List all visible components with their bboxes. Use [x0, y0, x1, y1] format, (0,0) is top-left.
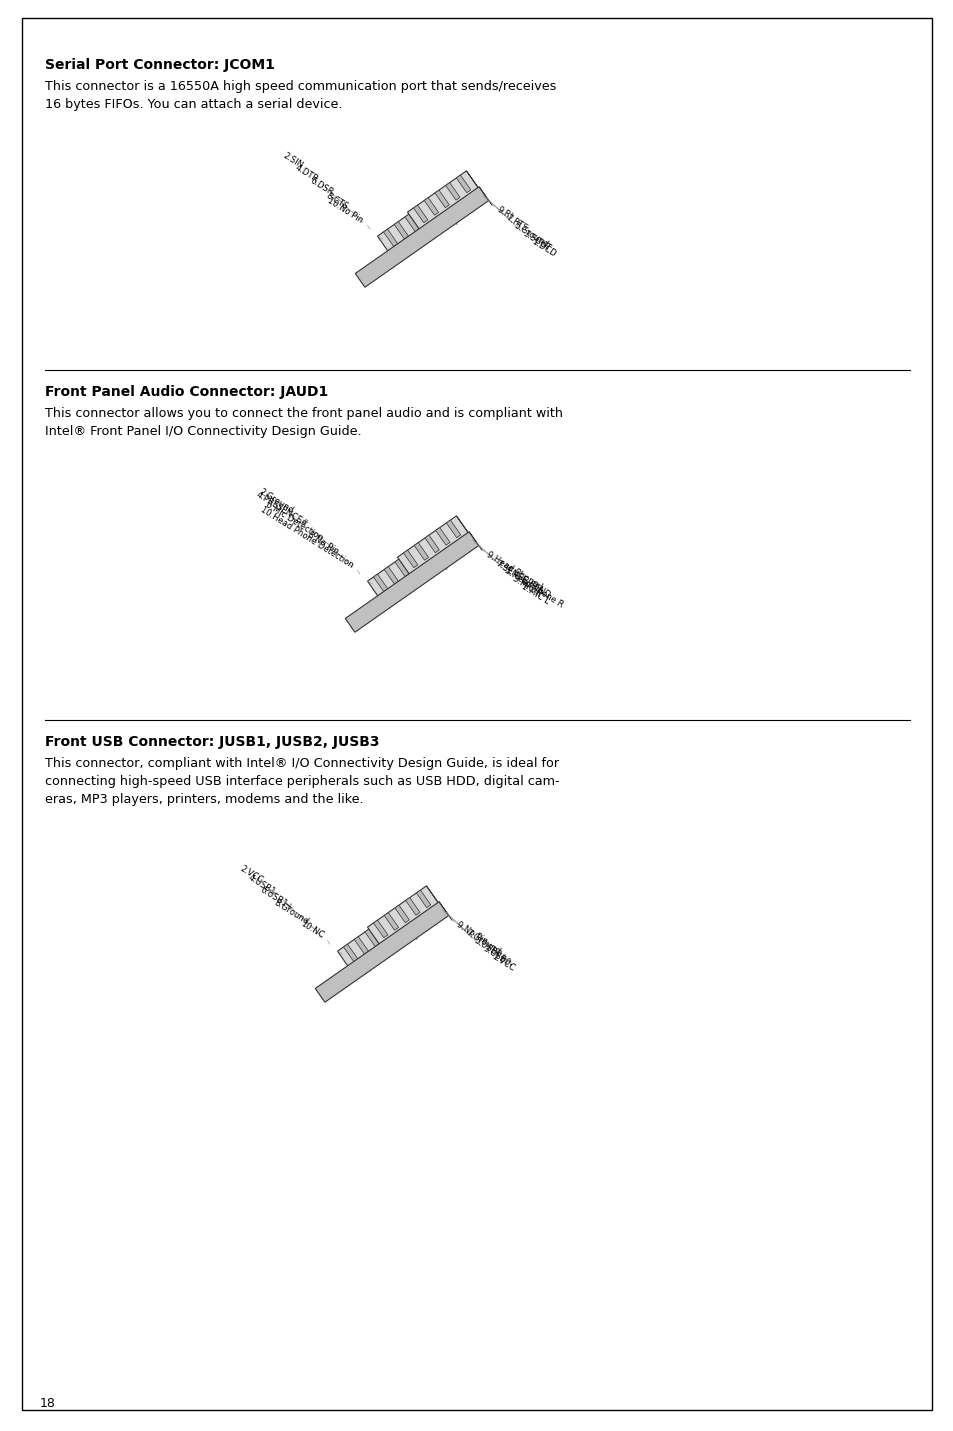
- Text: 10.NC: 10.NC: [298, 919, 325, 940]
- Text: 4.PRESENCE#: 4.PRESENCE#: [254, 489, 310, 528]
- Text: Serial Port Connector: JCOM1: Serial Port Connector: JCOM1: [45, 59, 274, 72]
- Text: 6.Mic Detection: 6.Mic Detection: [264, 499, 325, 542]
- Polygon shape: [426, 539, 447, 570]
- Text: 2.SIN: 2.SIN: [281, 150, 305, 170]
- Polygon shape: [367, 886, 442, 950]
- Polygon shape: [404, 215, 419, 232]
- Polygon shape: [374, 920, 388, 937]
- Text: 6.DSR: 6.DSR: [308, 176, 335, 197]
- Polygon shape: [436, 528, 450, 545]
- Polygon shape: [395, 906, 409, 923]
- Polygon shape: [384, 913, 398, 930]
- Polygon shape: [403, 550, 417, 568]
- Polygon shape: [396, 910, 416, 939]
- Polygon shape: [469, 532, 481, 551]
- Text: 3.MIC R: 3.MIC R: [511, 574, 543, 598]
- Polygon shape: [426, 886, 447, 916]
- Polygon shape: [337, 910, 412, 975]
- Polygon shape: [355, 187, 488, 288]
- Text: 2.Ground: 2.Ground: [256, 487, 294, 515]
- Text: 18: 18: [40, 1397, 56, 1410]
- Polygon shape: [397, 517, 472, 580]
- Polygon shape: [445, 183, 459, 200]
- Polygon shape: [424, 535, 439, 552]
- Text: 7.RTS: 7.RTS: [503, 213, 528, 233]
- Polygon shape: [314, 902, 448, 1002]
- Polygon shape: [377, 195, 452, 259]
- Text: 8.CTS: 8.CTS: [324, 190, 350, 212]
- Polygon shape: [424, 197, 438, 215]
- Text: 10.Head Phone Detection: 10.Head Phone Detection: [258, 505, 355, 570]
- Text: Front USB Connector: JUSB1, JUSB2, JUSB3: Front USB Connector: JUSB1, JUSB2, JUSB3: [45, 736, 379, 748]
- Polygon shape: [466, 170, 487, 200]
- Polygon shape: [367, 539, 442, 604]
- Text: 5.Ground: 5.Ground: [512, 220, 550, 249]
- Polygon shape: [354, 937, 368, 954]
- Text: This connector is a 16550A high speed communication port that sends/receives
16 : This connector is a 16550A high speed co…: [45, 80, 556, 112]
- Polygon shape: [365, 929, 379, 947]
- Text: 9.RI: 9.RI: [495, 205, 513, 222]
- Polygon shape: [386, 914, 400, 932]
- Polygon shape: [436, 195, 456, 225]
- Polygon shape: [375, 922, 390, 939]
- Polygon shape: [435, 190, 449, 207]
- Text: 2.VCC: 2.VCC: [238, 864, 265, 884]
- Polygon shape: [456, 517, 476, 545]
- Polygon shape: [405, 897, 419, 916]
- Text: 1.DCD: 1.DCD: [530, 238, 557, 259]
- Text: 8.Ground: 8.Ground: [272, 897, 310, 926]
- Text: 7.SENSE_SEND: 7.SENSE_SEND: [494, 558, 552, 600]
- Polygon shape: [343, 944, 357, 962]
- Polygon shape: [446, 519, 460, 538]
- Polygon shape: [426, 199, 440, 216]
- Polygon shape: [416, 890, 431, 907]
- Polygon shape: [384, 567, 398, 584]
- Text: 3.USB0-: 3.USB0-: [481, 944, 514, 969]
- Text: 4.USB1-: 4.USB1-: [247, 873, 279, 899]
- Polygon shape: [374, 574, 388, 591]
- Text: 4.DTR: 4.DTR: [294, 163, 319, 183]
- Text: 5.Head Phone R: 5.Head Phone R: [502, 567, 564, 610]
- Text: This connector allows you to connect the front panel audio and is compliant with: This connector allows you to connect the…: [45, 406, 562, 438]
- Text: 9.Head Phone L: 9.Head Phone L: [485, 550, 545, 592]
- Polygon shape: [478, 187, 492, 206]
- Polygon shape: [345, 532, 478, 633]
- Polygon shape: [414, 542, 428, 560]
- Text: Front Panel Audio Connector: JAUD1: Front Panel Audio Connector: JAUD1: [45, 385, 328, 399]
- Polygon shape: [407, 170, 482, 235]
- Polygon shape: [456, 175, 470, 193]
- Text: 7.Ground: 7.Ground: [463, 927, 501, 956]
- Polygon shape: [438, 902, 452, 920]
- Polygon shape: [413, 205, 428, 223]
- Text: 5.USB0+: 5.USB0+: [472, 936, 509, 963]
- Text: 9.No Pin: 9.No Pin: [455, 920, 489, 946]
- Polygon shape: [394, 222, 408, 239]
- Text: 1.MIC L: 1.MIC L: [519, 582, 551, 605]
- Polygon shape: [405, 551, 419, 570]
- Text: 10.No Pin: 10.No Pin: [326, 196, 364, 225]
- Polygon shape: [416, 206, 430, 225]
- Polygon shape: [416, 544, 431, 562]
- Polygon shape: [383, 229, 397, 246]
- Text: This connector, compliant with Intel® I/O Connectivity Design Guide, is ideal fo: This connector, compliant with Intel® I/…: [45, 757, 559, 806]
- Text: 1.VCC: 1.VCC: [490, 952, 516, 973]
- Text: 8.No Pin: 8.No Pin: [305, 529, 339, 557]
- Text: 3.SOUT: 3.SOUT: [521, 229, 552, 253]
- Text: 6.USB1+: 6.USB1+: [258, 884, 294, 913]
- Polygon shape: [395, 560, 409, 577]
